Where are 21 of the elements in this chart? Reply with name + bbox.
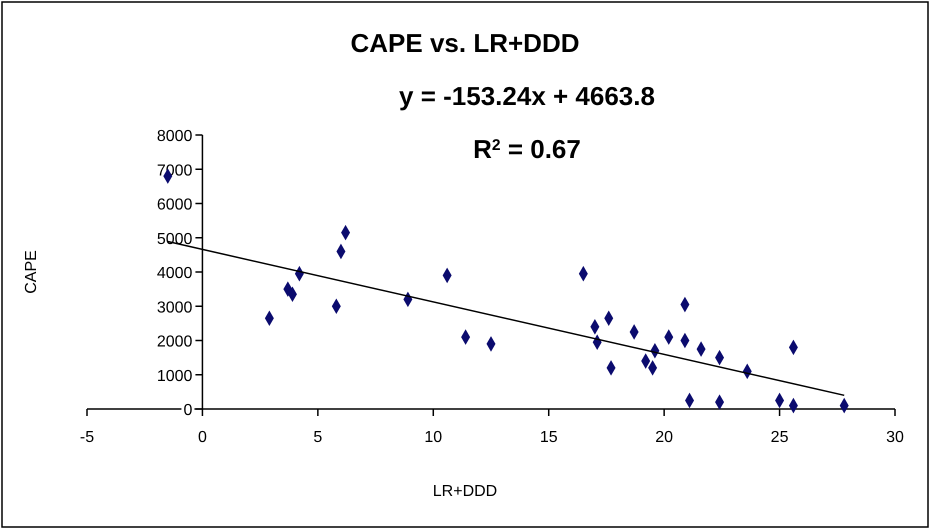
x-tick-label: 30	[886, 429, 904, 446]
y-tick-label: 0	[184, 402, 193, 419]
x-tick-label: 20	[655, 429, 674, 446]
x-tick-label: 5	[313, 429, 322, 446]
x-tick-label: 15	[540, 429, 558, 446]
x-tick-label: 0	[198, 429, 207, 446]
y-tick-label: 8000	[156, 128, 193, 145]
y-tick-label: 1000	[156, 368, 193, 385]
chart-title: CAPE vs. LR+DDD	[350, 28, 580, 58]
y-tick-label: 3000	[156, 299, 193, 316]
y-tick-label: 6000	[156, 196, 193, 214]
y-tick-label: 5000	[156, 230, 193, 248]
y-tick-label: 2000	[156, 334, 193, 350]
text: y = -153.24x + 4663.8	[399, 81, 655, 111]
x-tick-label: 25	[770, 429, 789, 446]
x-axis-title: LR+DDD	[432, 483, 498, 500]
y-axis-title: CAPE	[23, 250, 40, 294]
x-tick-label: 10	[424, 429, 442, 446]
y-tick-label: 4000	[156, 265, 193, 282]
annotation: R$^{2}$ = 0.67	[473, 134, 581, 164]
x-tick-label: -5	[80, 429, 94, 446]
